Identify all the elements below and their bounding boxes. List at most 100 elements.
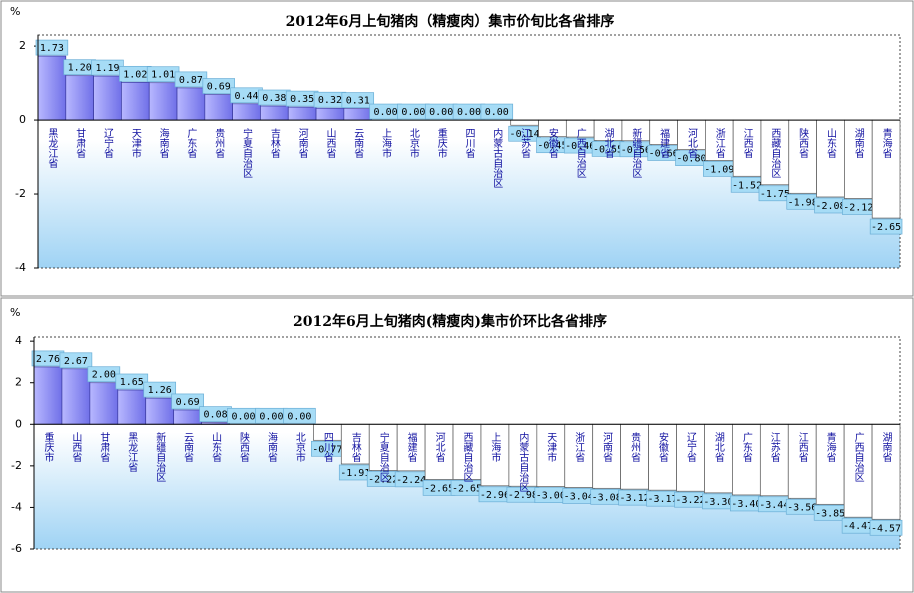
value-label: 0.00 bbox=[231, 411, 255, 422]
value-label: -2.65 bbox=[424, 483, 454, 494]
x-tick-label: 河南省 bbox=[296, 128, 308, 159]
y-tick-label: 2 bbox=[19, 39, 26, 52]
value-label: 0.00 bbox=[429, 107, 453, 118]
x-tick-label: 江西省 bbox=[741, 128, 753, 159]
value-label: -0.77 bbox=[312, 444, 342, 455]
y-tick-label: -6 bbox=[11, 542, 22, 555]
bar bbox=[117, 389, 147, 425]
value-label: -0.66 bbox=[649, 148, 679, 159]
bar bbox=[204, 94, 233, 121]
bar bbox=[33, 366, 63, 425]
x-tick-label: 山东省 bbox=[824, 128, 836, 159]
value-label: -3.56 bbox=[787, 502, 817, 513]
bar bbox=[148, 82, 178, 121]
bar bbox=[176, 87, 206, 121]
y-tick-label: -2 bbox=[15, 187, 26, 200]
value-label: 0.08 bbox=[204, 410, 228, 421]
value-label: 0.35 bbox=[290, 94, 314, 105]
value-label: 0.00 bbox=[401, 107, 425, 118]
x-tick-label: 山西省 bbox=[70, 432, 82, 463]
value-label: -0.56 bbox=[621, 145, 651, 156]
value-label: -2.24 bbox=[396, 475, 426, 486]
value-label: -3.17 bbox=[647, 494, 677, 505]
x-tick-label: 浙江省 bbox=[713, 128, 725, 159]
bar bbox=[173, 409, 202, 425]
x-tick-label: 四川省 bbox=[463, 128, 475, 159]
bar bbox=[424, 423, 454, 480]
x-tick-label: 福建省 bbox=[405, 431, 417, 463]
x-tick-label: 甘肃省 bbox=[74, 127, 86, 159]
bar bbox=[788, 119, 817, 194]
value-label: -3.85 bbox=[815, 508, 845, 519]
value-label: -3.08 bbox=[592, 492, 622, 503]
bar bbox=[232, 103, 261, 121]
x-tick-label: 陕西省 bbox=[238, 431, 250, 463]
x-tick-label: 西藏自治区 bbox=[769, 128, 781, 178]
value-label: -0.80 bbox=[676, 154, 706, 165]
value-label: 0.00 bbox=[457, 107, 481, 118]
x-tick-label: 云南省 bbox=[352, 128, 364, 159]
value-label-box bbox=[143, 381, 177, 398]
bar bbox=[89, 382, 119, 425]
x-tick-label: 湖南省 bbox=[852, 128, 864, 159]
x-tick-label: 辽宁省 bbox=[102, 128, 114, 159]
value-label-box bbox=[869, 218, 903, 235]
value-label: -2.08 bbox=[815, 201, 845, 212]
x-tick-label: 河北省 bbox=[685, 128, 697, 159]
x-tick-label: 天津市 bbox=[129, 128, 141, 159]
x-tick-label: 黑龙江省 bbox=[126, 432, 138, 473]
chart-title: 2012年6月上旬猪肉(精瘦肉)集市价环比各省排序 bbox=[293, 313, 607, 330]
x-tick-label: 宁夏自治区 bbox=[377, 431, 389, 482]
value-label: 0.00 bbox=[374, 107, 398, 118]
bar bbox=[816, 119, 845, 198]
y-axis-label: % bbox=[10, 5, 20, 18]
value-label: -4.57 bbox=[871, 523, 901, 534]
bar bbox=[815, 423, 845, 505]
value-label: 1.19 bbox=[95, 63, 119, 74]
value-label-box bbox=[35, 39, 69, 56]
value-label: 1.26 bbox=[148, 385, 172, 396]
value-label: 0.69 bbox=[207, 82, 231, 93]
x-tick-label: 湖北省 bbox=[602, 128, 614, 159]
y-tick-label: -2 bbox=[11, 459, 22, 472]
x-tick-label: 广西自治区 bbox=[574, 128, 586, 178]
bar bbox=[61, 368, 91, 425]
x-tick-label: 北京市 bbox=[407, 128, 419, 159]
value-label: -3.40 bbox=[731, 499, 761, 510]
bar bbox=[260, 105, 289, 121]
bar bbox=[760, 119, 790, 186]
bar bbox=[37, 55, 67, 121]
x-tick-label: 宁夏自治区 bbox=[241, 127, 253, 178]
value-label: -4.47 bbox=[843, 521, 873, 532]
bar bbox=[592, 423, 621, 489]
x-tick-label: 天津市 bbox=[545, 432, 557, 463]
chart-title: 2012年6月上旬猪肉（精瘦肉）集市价旬比各省排序 bbox=[286, 13, 615, 30]
value-label: 0.00 bbox=[485, 107, 509, 118]
x-tick-label: 广东省 bbox=[740, 432, 752, 463]
x-tick-label: 上海市 bbox=[489, 432, 501, 463]
x-tick-label: 湖南省 bbox=[880, 432, 892, 463]
x-tick-label: 安徽省 bbox=[657, 431, 669, 463]
y-tick-label: 2 bbox=[15, 376, 22, 389]
bar bbox=[396, 423, 426, 472]
x-tick-label: 上海市 bbox=[380, 128, 392, 159]
value-label: -2.96 bbox=[480, 490, 510, 501]
x-tick-label: 西藏自治区 bbox=[461, 432, 473, 482]
bar bbox=[705, 119, 734, 161]
value-label: -0.55 bbox=[593, 144, 623, 155]
bar bbox=[787, 423, 817, 499]
bar bbox=[871, 423, 901, 520]
bar bbox=[564, 423, 594, 488]
x-tick-label: 广西自治区 bbox=[852, 432, 864, 482]
value-label: 0.87 bbox=[179, 75, 203, 86]
value-label: 2.00 bbox=[92, 370, 116, 381]
y-tick-label: 0 bbox=[19, 113, 26, 126]
value-label: 1.73 bbox=[40, 43, 64, 54]
x-tick-label: 贵州省 bbox=[629, 431, 641, 463]
value-label: -1.75 bbox=[760, 189, 790, 200]
y-tick-label: 4 bbox=[15, 334, 22, 347]
value-label: -3.00 bbox=[536, 491, 566, 502]
bar bbox=[145, 397, 175, 425]
x-tick-label: 新疆自治区 bbox=[154, 431, 166, 482]
x-tick-label: 辽宁省 bbox=[684, 432, 696, 463]
